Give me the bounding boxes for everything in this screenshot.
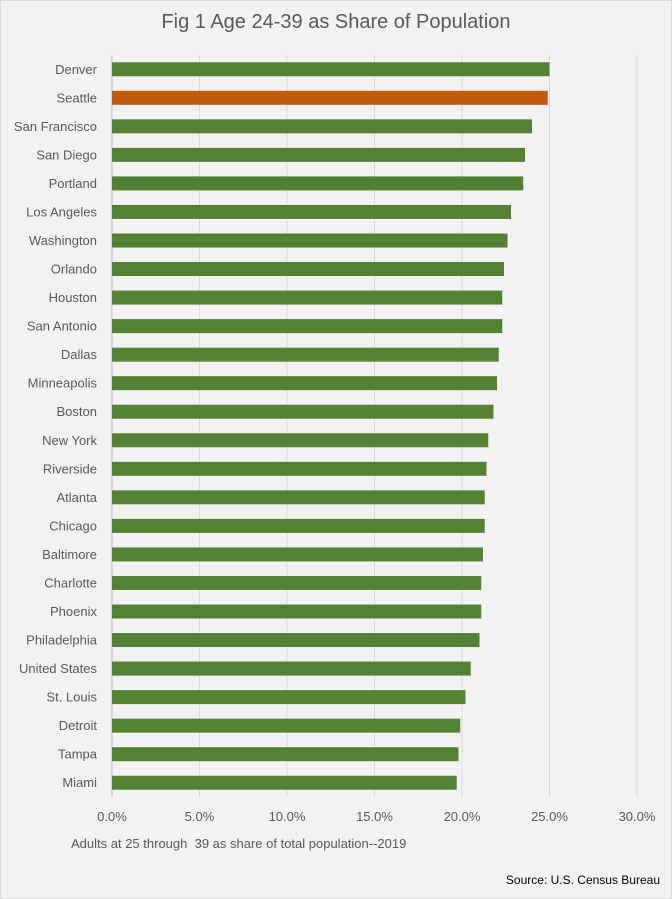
bar-seattle: [112, 90, 548, 105]
bar-washington: [112, 233, 508, 248]
x-tick-label: 20.0%: [444, 809, 481, 824]
category-label: Charlotte: [44, 575, 97, 590]
category-label: San Diego: [36, 147, 97, 162]
category-label: Orlando: [51, 262, 97, 277]
bar-boston: [112, 404, 494, 419]
chart-title: Fig 1 Age 24-39 as Share of Population: [161, 11, 511, 33]
bar-san-antonio: [112, 319, 503, 334]
x-tick-label: 15.0%: [356, 809, 393, 824]
category-label: Atlanta: [57, 490, 98, 505]
category-label: Miami: [62, 775, 97, 790]
bar-portland: [112, 176, 524, 191]
bar-st-louis: [112, 690, 466, 705]
category-label: Los Angeles: [26, 204, 97, 219]
category-label: Dallas: [61, 347, 98, 362]
category-label: Portland: [49, 176, 97, 191]
category-label: Seattle: [57, 90, 97, 105]
category-label: San Antonio: [27, 319, 97, 334]
bar-united-states: [112, 661, 471, 676]
category-label: Detroit: [59, 718, 98, 733]
category-label: Phoenix: [50, 604, 97, 619]
bar-denver: [112, 62, 550, 77]
bar-riverside: [112, 461, 487, 476]
bar-san-francisco: [112, 119, 532, 134]
x-tick-label: 10.0%: [269, 809, 306, 824]
x-axis-note: Adults at 25 through 39 as share of tota…: [71, 836, 407, 851]
bar-charlotte: [112, 575, 482, 590]
bar-phoenix: [112, 604, 482, 619]
bar-atlanta: [112, 490, 485, 505]
bar-san-diego: [112, 147, 525, 162]
category-label: United States: [19, 661, 98, 676]
category-label: Denver: [55, 62, 98, 77]
category-label: Philadelphia: [26, 633, 98, 648]
bar-minneapolis: [112, 376, 497, 391]
bar-tampa: [112, 747, 459, 762]
bar-new-york: [112, 433, 489, 448]
x-tick-label: 0.0%: [97, 809, 127, 824]
category-label: Boston: [57, 404, 97, 419]
category-label: Minneapolis: [28, 376, 98, 391]
bar-dallas: [112, 347, 499, 362]
bar-detroit: [112, 718, 461, 733]
x-tick-label: 30.0%: [619, 809, 656, 824]
category-label: Baltimore: [42, 547, 97, 562]
bar-los-angeles: [112, 204, 511, 219]
x-tick-label: 5.0%: [185, 809, 215, 824]
bar-miami: [112, 775, 457, 790]
bar-baltimore: [112, 547, 483, 562]
category-label: New York: [42, 433, 97, 448]
x-tick-label: 25.0%: [531, 809, 568, 824]
bar-philadelphia: [112, 633, 480, 648]
bar-houston: [112, 290, 503, 305]
category-label: San Francisco: [14, 119, 97, 134]
category-label: Washington: [29, 233, 97, 248]
category-label: Houston: [49, 290, 97, 305]
category-label: St. Louis: [46, 690, 97, 705]
category-label: Tampa: [58, 747, 98, 762]
category-label: Riverside: [43, 461, 97, 476]
category-label: Chicago: [49, 518, 97, 533]
source-note: Source: U.S. Census Bureau: [505, 873, 660, 887]
bar-chicago: [112, 518, 485, 533]
bar-orlando: [112, 262, 504, 277]
